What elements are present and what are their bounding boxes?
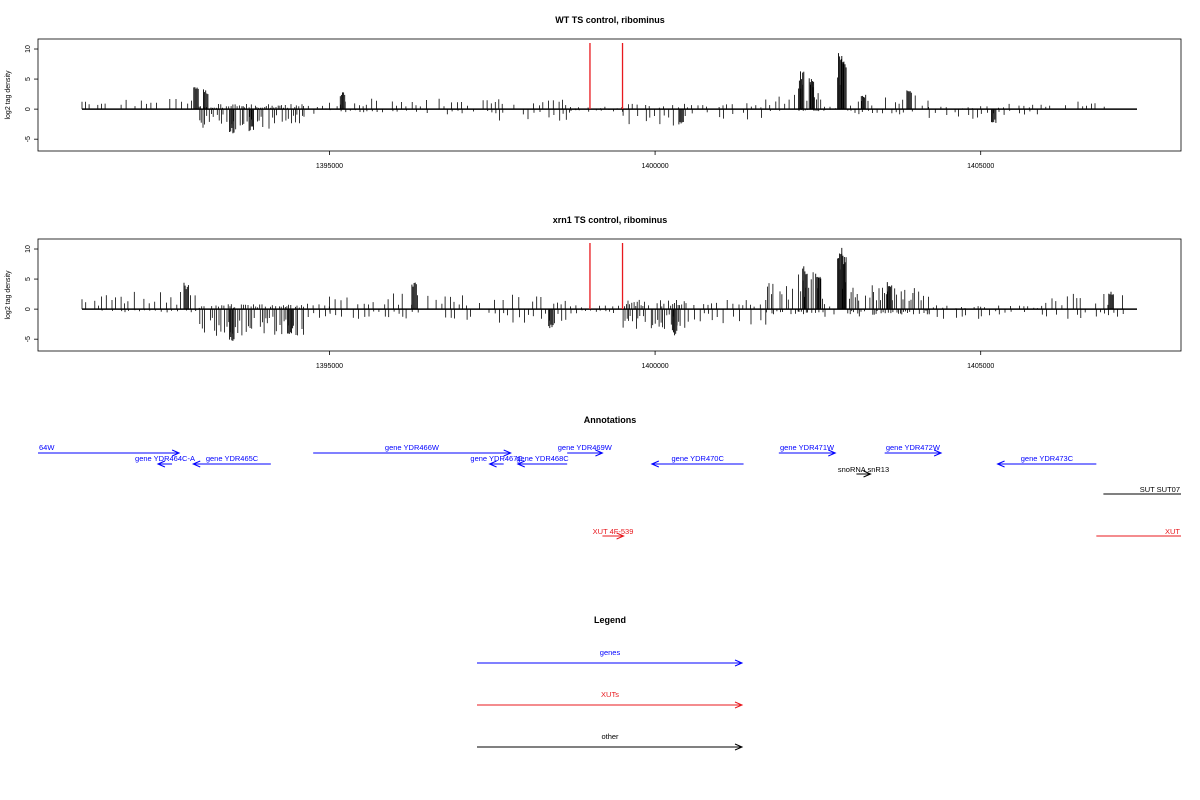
xrn1-ytick-label: 0 [25,307,32,311]
annotation-features: 64W gene YDR464C-A gene YDR465C gene YDR466… [38,443,1181,540]
annotation-arrowhead [156,460,166,468]
annotation-label: gene YDR469W [558,443,613,452]
xrn1-xtick-label: 1395000 [316,363,343,370]
wt-ytick-label: 0 [25,107,32,111]
annotation-label: gene YDR467C [470,454,523,463]
annotation-label: gene YDR465C [206,454,259,463]
track-wt-plot-frame [37,38,1182,152]
track-wt-title: WT TS control, ribominus [555,15,665,25]
wt-xtick-label: 1400000 [641,163,668,170]
legend-label: genes [600,648,621,657]
wt-ytick-label: 5 [25,77,32,81]
xrn1-xtick-label: 1400000 [641,363,668,370]
annotation-arrowhead [828,449,837,457]
legend-label: XUTs [601,690,619,699]
wt-xtick-label: 1405000 [967,163,994,170]
track-wt-axes: -5 0 5 10 1395000 1400000 1405000 [25,45,994,170]
track-wt-ylabel: log2 tag density [5,70,12,120]
annotations-title: Annotations [584,415,637,425]
track-wt-bars [81,43,1137,134]
track-xrn1-axes: -5 0 5 10 1395000 1400000 1405000 [25,245,994,370]
annotation-arrowhead [616,532,625,540]
annotation-label: SUT SUT07 [1140,485,1180,494]
annotation-label: gene YDR470C [671,454,724,463]
annotation-label: gene YDR471W [780,443,835,452]
annotation-arrowhead [488,460,497,468]
legend-label: other [601,732,619,741]
legend-title: Legend [594,615,626,625]
legend-arrowhead [734,701,744,709]
annotation-label: gene YDR464C-A [135,454,195,463]
track-xrn1-title: xrn1 TS control, ribominus [553,215,668,225]
annotation-arrowhead [933,449,943,457]
legend-arrowhead [734,659,744,667]
track-xrn1: xrn1 TS control, ribominus log2 tag dens… [5,215,1182,370]
annotation-arrowhead [650,460,660,468]
annotation-label: gene YDR472W [886,443,941,452]
annotation-label: gene YDR473C [1021,454,1074,463]
annotation-label: gene YDR468C [516,454,569,463]
annotation-arrowhead [191,460,201,468]
xrn1-ytick-label: 5 [25,277,32,281]
track-xrn1-ylabel: log2 tag density [5,270,12,320]
annotation-label: XUT [1165,527,1180,536]
annotation-arrowhead [996,460,1005,468]
legend: Legend genes XUTs other [477,615,744,751]
wt-ytick-label: 10 [25,45,32,53]
track-wt: WT TS control, ribominus log2 tag densit… [5,15,1182,170]
legend-items: genes XUTs other [477,648,744,751]
annotation-label: XUT 4F-539 [593,527,634,536]
xrn1-ytick-label: -5 [25,336,32,342]
annotation-label: snoRNA snR13 [838,465,889,474]
legend-arrowhead [734,743,744,751]
annotations-panel: Annotations 64W gene YDR464C-A gene YDR465… [38,415,1181,540]
xrn1-xtick-label: 1405000 [967,363,994,370]
annotation-arrowhead [503,449,512,457]
xrn1-ytick-label: 10 [25,245,32,253]
track-xrn1-bars [81,243,1137,341]
wt-xtick-label: 1395000 [316,163,343,170]
wt-ytick-label: -5 [25,136,32,142]
annotation-arrowhead [863,470,872,478]
annotation-arrowhead [516,460,525,468]
annotation-label: gene YDR466W [385,443,440,452]
annotation-arrowhead [595,449,604,457]
annotation-label: 64W [39,443,55,452]
track-xrn1-plot-frame [37,238,1182,352]
annotation-arrowhead [171,449,181,457]
